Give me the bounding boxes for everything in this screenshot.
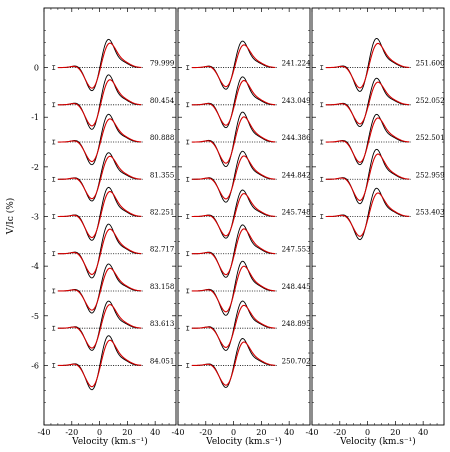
model-profile bbox=[57, 79, 142, 127]
observed-profile bbox=[57, 38, 142, 92]
x-tick-label: 40 bbox=[418, 428, 428, 437]
x-tick-label: 0 bbox=[365, 428, 370, 437]
x-tick-label: -20 bbox=[333, 428, 346, 437]
model-profile bbox=[325, 117, 410, 163]
model-profile bbox=[57, 118, 142, 163]
observed-profile bbox=[191, 189, 276, 239]
x-tick-label: 40 bbox=[284, 428, 294, 437]
phase-label: 81.355 bbox=[150, 171, 175, 179]
y-tick-label: -5 bbox=[31, 312, 39, 321]
y-tick-label: -1 bbox=[31, 113, 39, 122]
model-profile bbox=[57, 155, 142, 200]
observed-profile bbox=[191, 260, 276, 316]
x-tick-label: 0 bbox=[97, 428, 102, 437]
model-profile bbox=[191, 80, 276, 126]
model-profile bbox=[325, 192, 410, 237]
observed-profile bbox=[191, 76, 276, 129]
model-profile bbox=[57, 304, 142, 349]
x-tick-label: -20 bbox=[65, 428, 78, 437]
observed-profile bbox=[57, 186, 142, 241]
model-profile bbox=[191, 116, 276, 164]
phase-label: 245.748 bbox=[282, 209, 311, 217]
model-profile bbox=[57, 42, 142, 89]
observed-profile bbox=[191, 111, 276, 168]
observed-profile bbox=[325, 148, 410, 205]
observed-profile bbox=[325, 113, 410, 166]
x-tick-label: -40 bbox=[306, 428, 319, 437]
x-axis-label: Velocity (km.s⁻¹) bbox=[205, 436, 282, 447]
phase-label: 244.842 bbox=[282, 171, 311, 179]
model-profile bbox=[57, 339, 142, 388]
observed-profile bbox=[57, 152, 142, 202]
x-axis-label: Velocity (km.s⁻¹) bbox=[339, 436, 416, 447]
phase-label: 251.600 bbox=[416, 60, 445, 68]
phase-label: 80.454 bbox=[150, 97, 175, 105]
phase-label: 252.959 bbox=[416, 171, 445, 179]
x-axis-label: Velocity (km.s⁻¹) bbox=[71, 436, 148, 447]
phase-label: 248.895 bbox=[282, 320, 311, 328]
observed-profile bbox=[325, 77, 410, 127]
y-tick-label: -6 bbox=[31, 361, 39, 370]
observed-profile bbox=[57, 263, 142, 314]
observed-profile bbox=[191, 300, 276, 351]
model-profile bbox=[191, 44, 276, 88]
phase-label: 248.445 bbox=[282, 283, 311, 291]
model-profile bbox=[57, 267, 142, 311]
model-profile bbox=[325, 81, 410, 125]
phase-label: 80.888 bbox=[150, 134, 175, 142]
observed-profile bbox=[325, 37, 410, 92]
phase-label: 247.553 bbox=[282, 246, 311, 254]
observed-profile bbox=[57, 113, 142, 166]
model-profile bbox=[191, 193, 276, 237]
x-tick-label: 0 bbox=[231, 428, 236, 437]
x-tick-label: -40 bbox=[172, 428, 185, 437]
model-profile bbox=[191, 228, 276, 276]
observed-profile bbox=[191, 224, 276, 278]
model-profile bbox=[57, 228, 142, 275]
x-tick-label: 20 bbox=[256, 428, 266, 437]
phase-label: 84.051 bbox=[150, 357, 175, 365]
observed-profile bbox=[57, 223, 142, 279]
phase-label: 82.251 bbox=[150, 209, 175, 217]
model-profile bbox=[191, 341, 276, 386]
observed-profile bbox=[191, 338, 276, 388]
x-tick-label: 40 bbox=[150, 428, 160, 437]
phase-label: 252.501 bbox=[416, 134, 445, 142]
y-axis-label: V/Iᴄ (%) bbox=[5, 198, 16, 236]
observed-profile bbox=[191, 150, 276, 203]
phase-label: 83.158 bbox=[150, 283, 175, 291]
panel-2: -40 -20 0 20 40 241.224 243.049 244.386 244.842 2… bbox=[172, 7, 311, 437]
phase-label: 82.717 bbox=[150, 246, 175, 254]
y-tick-label: 0 bbox=[34, 64, 39, 73]
x-tick-label: -20 bbox=[199, 428, 212, 437]
observed-profile bbox=[57, 335, 142, 391]
observed-profile bbox=[325, 187, 410, 241]
phase-label: 83.613 bbox=[150, 320, 175, 328]
x-tick-label: 20 bbox=[390, 428, 400, 437]
model-profile bbox=[191, 304, 276, 348]
model-profile bbox=[191, 265, 276, 313]
y-tick-label: -2 bbox=[31, 163, 39, 172]
phase-label: 243.049 bbox=[282, 97, 311, 105]
y-tick-label: -4 bbox=[31, 262, 39, 271]
model-profile bbox=[325, 153, 410, 202]
observed-profile bbox=[191, 40, 276, 90]
panel-1: -40 -20 0 20 40 0 -1 -2 -3 -4 -5 -6 79.999 80.454 80.8… bbox=[31, 7, 177, 437]
model-profile bbox=[325, 42, 410, 89]
phase-label: 250.702 bbox=[282, 357, 311, 365]
observed-profile bbox=[57, 300, 142, 351]
model-profile bbox=[191, 155, 276, 200]
x-tick-label: -40 bbox=[38, 428, 51, 437]
y-tick-label: -3 bbox=[31, 213, 39, 222]
phase-label: 252.052 bbox=[416, 97, 445, 105]
panel-3: -40 -20 0 20 40 251.600 252.052 252.501 252.959 2… bbox=[306, 7, 445, 437]
observed-profile bbox=[57, 74, 142, 130]
x-tick-label: 20 bbox=[122, 428, 132, 437]
phase-label: 244.386 bbox=[282, 134, 311, 142]
phase-label: 241.224 bbox=[282, 60, 311, 68]
model-profile bbox=[57, 191, 142, 239]
phase-label: 253.403 bbox=[416, 209, 445, 217]
phase-label: 79.999 bbox=[150, 60, 175, 68]
